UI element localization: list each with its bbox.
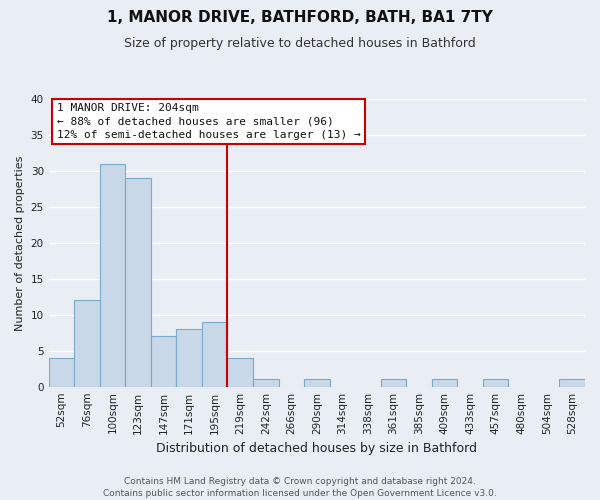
Bar: [202, 322, 227, 386]
Bar: [432, 380, 457, 386]
Bar: [74, 300, 100, 386]
Bar: [559, 380, 585, 386]
Bar: [380, 380, 406, 386]
Text: Size of property relative to detached houses in Bathford: Size of property relative to detached ho…: [124, 38, 476, 51]
Bar: [253, 380, 278, 386]
Bar: [227, 358, 253, 386]
Bar: [176, 329, 202, 386]
Bar: [100, 164, 125, 386]
Bar: [151, 336, 176, 386]
Text: 1 MANOR DRIVE: 204sqm
← 88% of detached houses are smaller (96)
12% of semi-deta: 1 MANOR DRIVE: 204sqm ← 88% of detached …: [57, 104, 361, 140]
Bar: [483, 380, 508, 386]
Bar: [49, 358, 74, 386]
X-axis label: Distribution of detached houses by size in Bathford: Distribution of detached houses by size …: [157, 442, 478, 455]
Bar: [304, 380, 329, 386]
Text: Contains HM Land Registry data © Crown copyright and database right 2024.
Contai: Contains HM Land Registry data © Crown c…: [103, 476, 497, 498]
Y-axis label: Number of detached properties: Number of detached properties: [15, 155, 25, 330]
Text: 1, MANOR DRIVE, BATHFORD, BATH, BA1 7TY: 1, MANOR DRIVE, BATHFORD, BATH, BA1 7TY: [107, 10, 493, 25]
Bar: [125, 178, 151, 386]
